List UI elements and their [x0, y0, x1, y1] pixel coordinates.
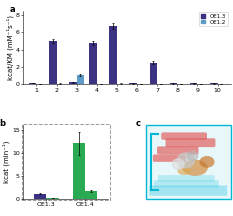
Bar: [190, 83, 197, 84]
Bar: [46, 198, 59, 199]
Text: c: c: [136, 119, 141, 128]
FancyBboxPatch shape: [158, 175, 215, 182]
FancyBboxPatch shape: [161, 132, 207, 140]
Bar: [72, 143, 85, 199]
Ellipse shape: [177, 166, 191, 175]
FancyBboxPatch shape: [157, 146, 199, 154]
Circle shape: [177, 153, 194, 168]
FancyBboxPatch shape: [149, 186, 227, 196]
Bar: [170, 83, 177, 84]
Bar: [29, 83, 36, 84]
FancyBboxPatch shape: [154, 180, 219, 188]
Bar: [77, 75, 84, 84]
Text: a: a: [10, 5, 15, 14]
Text: b: b: [0, 119, 6, 128]
Bar: [85, 191, 97, 199]
Y-axis label: kcat/KM (mM⁻¹s⁻¹): kcat/KM (mM⁻¹s⁻¹): [6, 15, 14, 80]
Bar: [49, 41, 57, 84]
Bar: [34, 194, 46, 199]
Bar: [89, 43, 97, 84]
Y-axis label: kcat (min⁻¹): kcat (min⁻¹): [3, 141, 10, 183]
Ellipse shape: [199, 156, 215, 168]
Bar: [129, 83, 137, 84]
Bar: [210, 83, 218, 84]
FancyBboxPatch shape: [153, 154, 186, 162]
Bar: [109, 25, 117, 84]
Bar: [69, 82, 77, 84]
FancyBboxPatch shape: [165, 138, 216, 147]
Circle shape: [188, 152, 198, 160]
Circle shape: [172, 159, 184, 169]
Bar: [150, 63, 157, 84]
Ellipse shape: [182, 160, 208, 176]
Legend: OE1.3, OE1.2: OE1.3, OE1.2: [199, 12, 228, 26]
